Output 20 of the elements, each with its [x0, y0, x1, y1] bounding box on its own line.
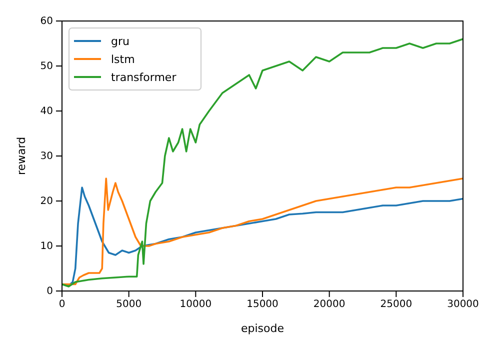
y-axis-title: reward	[15, 136, 28, 176]
y-tick-label: 30	[40, 151, 53, 162]
x-tick-label: 20000	[313, 299, 346, 310]
y-tick-label: 60	[40, 16, 53, 28]
y-tick-label: 10	[40, 241, 53, 252]
line-series	[62, 38, 463, 288]
y-tick-label: 0	[46, 286, 53, 298]
x-tick-label: 0	[58, 299, 66, 310]
x-tick-label: 25000	[380, 299, 412, 310]
legend-label: transformer	[111, 71, 177, 84]
x-tick-label: 10000	[180, 299, 212, 310]
y-tick-label: 20	[40, 196, 53, 208]
x-tick-label: 15000	[246, 299, 278, 310]
legend-label: lstm	[111, 53, 135, 66]
x-axis-title: episode	[240, 322, 284, 335]
x-tick-label: 30000	[447, 299, 479, 310]
y-tick-label: 40	[40, 106, 53, 118]
x-tick-label: 5000	[116, 299, 142, 310]
legend-label: gru	[111, 35, 130, 48]
y-tick-label: 50	[40, 61, 53, 72]
